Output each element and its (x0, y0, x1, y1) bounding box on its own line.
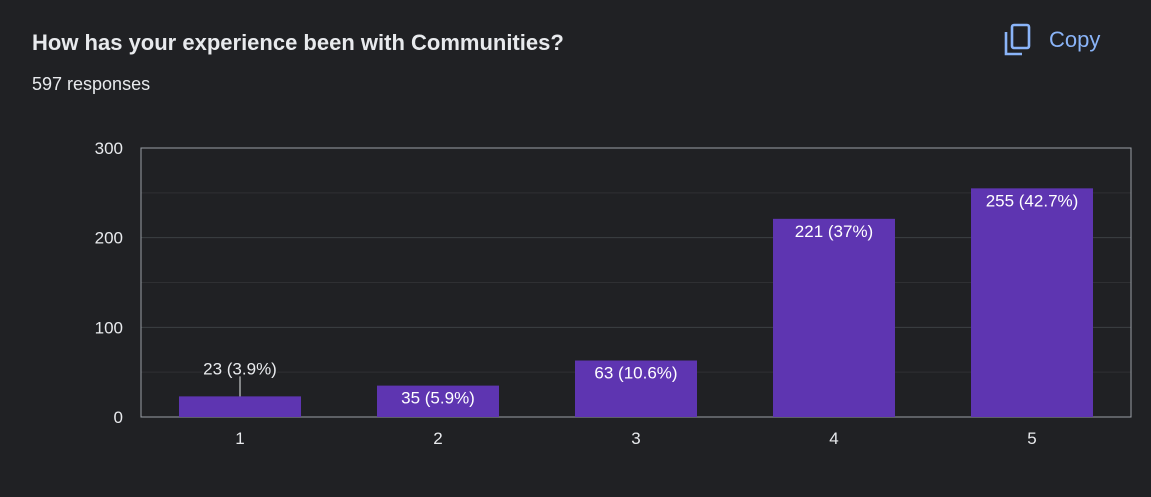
y-tick-label: 100 (95, 318, 123, 337)
bar (377, 385, 499, 417)
data-label: 35 (5.9%) (401, 389, 475, 408)
bar (575, 360, 697, 417)
data-label: 255 (42.7%) (986, 191, 1079, 210)
x-tick-label: 3 (631, 429, 640, 448)
copy-label: Copy (1049, 27, 1101, 52)
x-tick-label: 2 (433, 429, 442, 448)
data-label: 221 (37%) (795, 222, 873, 241)
bar (179, 396, 301, 417)
data-label: 63 (10.6%) (594, 364, 677, 383)
chart-title: How has your experience been with Commun… (32, 30, 564, 55)
x-tick-label: 4 (829, 429, 838, 448)
x-tick-label: 1 (235, 429, 244, 448)
bar (971, 188, 1093, 417)
y-tick-label: 200 (95, 229, 123, 248)
bar (773, 218, 895, 417)
response-count: 597 responses (32, 74, 151, 94)
y-tick-label: 300 (95, 139, 123, 158)
copy-button[interactable]: Copy (1003, 20, 1100, 60)
copy-icon (1003, 23, 1031, 57)
y-tick-label: 0 (114, 408, 123, 427)
data-label: 23 (3.9%) (203, 359, 277, 378)
x-tick-label: 5 (1027, 429, 1036, 448)
